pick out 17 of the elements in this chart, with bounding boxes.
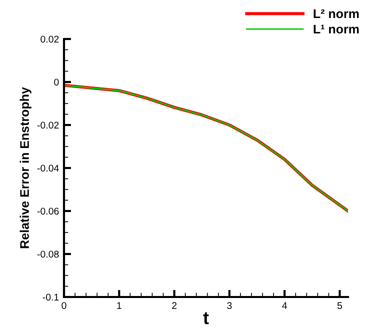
y-tick-label: 0 [54,78,59,86]
y-tick-label: -0.06 [37,208,59,215]
x-tick-label: 2 [172,302,177,309]
y-axis-title: Relative Error in Enstrophy [20,87,32,248]
x-tick-label: 0 [62,302,66,309]
x-tick-label: 4 [282,302,287,309]
y-tick-label: -0.02 [37,122,59,129]
legend-label: L² norm [314,9,359,18]
y-tick-label: -0.04 [37,164,59,172]
y-tick-label: 0.02 [40,36,59,43]
legend-label: L¹ norm [314,24,359,34]
x-tick-label: 5 [337,302,342,309]
x-tick-label: 3 [227,302,232,309]
y-tick-label: -0.08 [37,250,59,258]
x-axis-title: t [203,312,209,324]
x-tick-label: 1 [117,302,122,309]
y-tick-label: -0.1 [42,294,59,301]
